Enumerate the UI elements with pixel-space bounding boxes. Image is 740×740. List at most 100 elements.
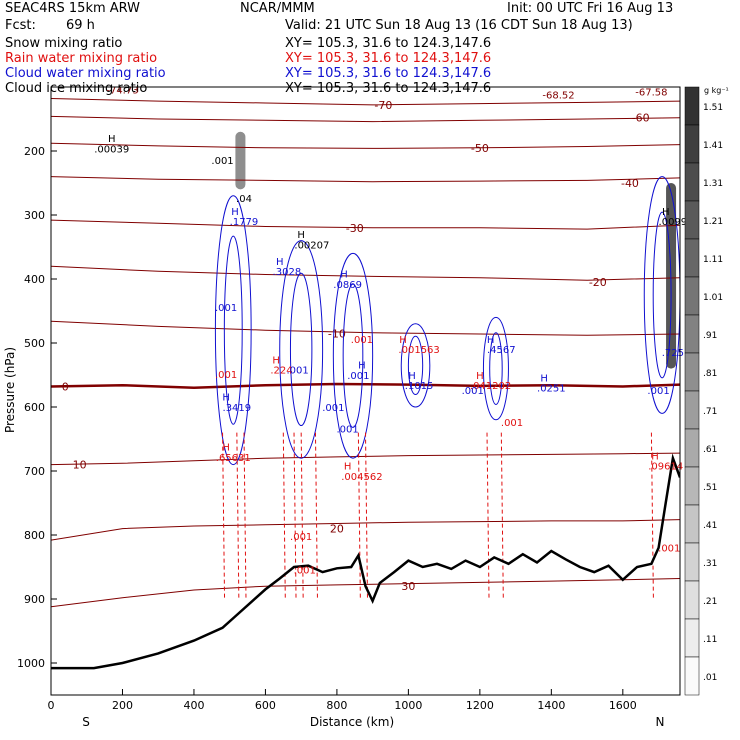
annotation-38: H: [222, 393, 230, 404]
colorbar-swatch-14: [684, 124, 700, 164]
annotation-41: .001: [336, 425, 358, 436]
annotation-37: .001: [647, 386, 669, 397]
annotation-7: H: [231, 207, 239, 218]
colorbar-label-3: .31: [703, 559, 717, 569]
isotherm-label-8: 10: [73, 459, 87, 472]
colorbar-swatch-5: [684, 466, 700, 506]
cloud-water-inner-contour-0: [223, 235, 243, 425]
annotation-26: .001: [215, 370, 237, 381]
annotation-23: H: [272, 355, 280, 366]
isotherm-label-6: -10: [328, 327, 346, 340]
annotation-24: .224: [270, 366, 292, 377]
colorbar-swatch-9: [684, 314, 700, 354]
colorbar-swatch-1: [684, 618, 700, 658]
annotation-25: .001: [286, 366, 308, 377]
annotation-11: H: [276, 257, 284, 268]
annotation-2: -67.58: [635, 87, 667, 98]
cloud-water-inner-contour-5: [652, 211, 672, 379]
x-axis-left-end: S: [82, 715, 90, 729]
annotation-33: H: [540, 373, 548, 384]
isotherm-line-4: [51, 219, 680, 230]
field-cloudwater-xy: XY= 105.3, 31.6 to 124.3,147.6: [285, 66, 492, 81]
forecast-hour: 69 h: [66, 18, 95, 33]
axes: 0 200 400 600 800 1000 1200 1400 160020030040050…: [17, 145, 637, 712]
annotation-51: .001: [294, 565, 316, 576]
cloud-water-contour-0: [214, 195, 252, 466]
annotation-0: -74.73: [106, 85, 138, 96]
annotation-44: .65631: [216, 453, 251, 464]
x-tick-label-3: 600: [255, 699, 276, 712]
y-tick-label-7: 900: [24, 593, 45, 606]
cloud-water-inner-contour-3: [407, 335, 424, 396]
rain-column-9: [486, 432, 490, 600]
annotation-14: .0869: [333, 280, 362, 291]
colorbar-label-1: .11: [703, 635, 717, 645]
isotherm-line-3: [51, 176, 680, 183]
annotation-34: .0251: [537, 384, 566, 395]
field-cloudice-name: Cloud ice mixing ratio: [5, 81, 148, 96]
annotation-46: .004562: [341, 472, 382, 483]
isotherm-label-1: -60: [632, 112, 650, 125]
x-tick-label-1: 200: [112, 699, 133, 712]
annotation-3: H: [108, 134, 116, 145]
isotherm-line-6: [51, 320, 680, 336]
annotation-12: .3028: [273, 267, 302, 278]
isotherm-line-0: [51, 98, 680, 106]
x-tick-label-5: 1000: [394, 699, 422, 712]
annotation-43: H: [222, 443, 230, 454]
colorbar-swatch-4: [684, 504, 700, 544]
isotherm-label-10: 30: [401, 580, 415, 593]
plot-frame: [50, 86, 681, 696]
annotation-27: H: [358, 361, 366, 372]
annotation-21: H: [487, 335, 495, 346]
isotherm-label-2: -50: [471, 142, 489, 155]
colorbar-swatch-15: [684, 86, 700, 126]
ice-core-0: [235, 131, 246, 190]
cloud-water-inner-contour-1: [289, 272, 313, 427]
colorbar-label-0: .01: [703, 673, 717, 683]
annotation-5: .001: [211, 156, 233, 167]
annotation-16: .0099: [659, 217, 688, 228]
center-label: NCAR/MMM: [240, 1, 315, 16]
annotation-50: .001: [658, 544, 680, 555]
rain-column-10: [500, 432, 504, 600]
annotation-36: .725: [662, 348, 684, 359]
valid-time: Valid: 21 UTC Sun 18 Aug 13 (16 CDT Sun …: [285, 18, 633, 33]
isotherm-line-5: [51, 265, 680, 281]
annotation-9: H: [297, 230, 305, 241]
field-cloudwater-name: Cloud water mixing ratio: [5, 66, 166, 81]
annotation-42: .001: [501, 418, 523, 429]
colorbar-label-14: 1.41: [703, 141, 723, 151]
y-tick-label-0: 200: [24, 145, 45, 158]
terrain-profile: [51, 453, 680, 670]
y-tick-label-1: 300: [24, 209, 45, 222]
isotherm-label-7: 0: [62, 381, 69, 394]
isotherm-line-7: [51, 382, 680, 390]
forecast-label: Fcst:: [5, 18, 36, 33]
colorbar-swatch-8: [684, 352, 700, 392]
y-tick-label-4: 600: [24, 401, 45, 414]
colorbar-label-10: 1.01: [703, 293, 723, 303]
cloud-water-contour-2: [332, 252, 374, 459]
isotherm-label-3: -40: [621, 177, 639, 190]
colorbar-swatch-3: [684, 542, 700, 582]
annotation-13: H: [340, 270, 348, 281]
colorbar-unit: g kg⁻¹: [704, 86, 729, 95]
annotation-20: .001563: [398, 345, 439, 356]
x-tick-label-4: 800: [326, 699, 347, 712]
colorbar-label-15: 1.51: [703, 103, 723, 113]
y-axis-label: Pressure (hPa): [3, 347, 17, 433]
colorbar-label-2: .21: [703, 597, 717, 607]
colorbar-swatch-0: [684, 656, 700, 696]
annotation-49: .001: [290, 532, 312, 543]
cloud-water-inner-contour-2: [342, 283, 364, 428]
x-axis-right-end: N: [656, 715, 665, 729]
colorbar-label-5: .51: [703, 483, 717, 493]
y-tick-label-6: 800: [24, 529, 45, 542]
colorbar-label-7: .71: [703, 407, 717, 417]
isotherm-line-9: [51, 519, 680, 541]
y-tick-label-8: 1000: [17, 657, 45, 670]
annotation-40: .001: [322, 403, 344, 414]
y-tick-label-2: 400: [24, 273, 45, 286]
isotherm-label-0: -70: [374, 99, 392, 112]
